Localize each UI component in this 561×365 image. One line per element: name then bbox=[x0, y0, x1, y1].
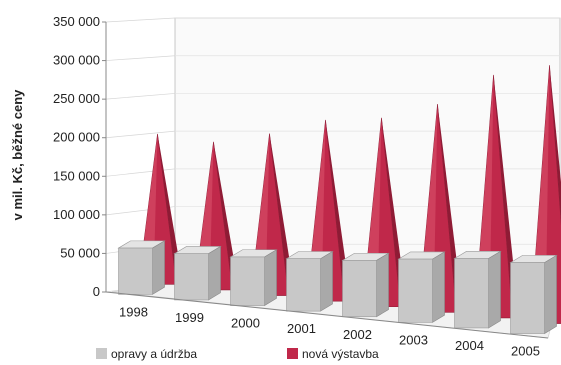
cone-side bbox=[325, 119, 351, 302]
box-side bbox=[432, 251, 445, 323]
x-axis: 1998 1999 2000 2001 2002 2003 2004 2005 bbox=[105, 291, 549, 359]
y-tick-label: 0 bbox=[93, 284, 100, 299]
legend-swatch bbox=[96, 348, 107, 359]
grid-line-side bbox=[105, 17, 176, 23]
box-front bbox=[454, 258, 489, 329]
x-tick-label: 2001 bbox=[287, 321, 316, 336]
legend-label: nová výstavba bbox=[302, 347, 379, 361]
cone-side bbox=[269, 133, 295, 296]
x-tick-label: 2005 bbox=[511, 344, 540, 359]
box-front bbox=[510, 262, 545, 334]
box-side bbox=[152, 240, 165, 295]
legend-label: opravy a údržba bbox=[111, 347, 197, 361]
y-axis-label: v mil. Kč, běžné ceny bbox=[10, 89, 25, 221]
x-tick-label: 1998 bbox=[119, 304, 148, 319]
cone-side bbox=[213, 141, 239, 290]
y-tick-label: 250 000 bbox=[53, 91, 100, 106]
box-front bbox=[398, 258, 433, 323]
x-tick-label: 2003 bbox=[399, 332, 428, 347]
bar-opravy-a-udrzba-2002 bbox=[341, 252, 390, 318]
box-side bbox=[488, 250, 501, 329]
grid-line-side bbox=[105, 130, 176, 139]
y-axis: 350 000 300 000 250 000 200 000 150 000 100 0… bbox=[53, 14, 107, 299]
box-front bbox=[118, 247, 153, 295]
bar-opravy-a-udrzba-2001 bbox=[285, 250, 334, 312]
grid-line-side bbox=[105, 55, 176, 61]
bar-opravy-a-udrzba-1999 bbox=[173, 245, 222, 301]
box-front bbox=[230, 256, 265, 306]
cone-side bbox=[493, 74, 519, 318]
y-tick-label: 150 000 bbox=[53, 168, 100, 183]
box-side bbox=[544, 254, 557, 335]
bar-opravy-a-udrzba-2005 bbox=[509, 254, 558, 335]
chart-bars bbox=[117, 65, 561, 335]
box-front bbox=[286, 258, 321, 312]
bar-opravy-a-udrzba-2004 bbox=[453, 250, 502, 329]
legend-swatch bbox=[287, 348, 298, 359]
x-tick-label: 2004 bbox=[455, 338, 484, 353]
cone-side bbox=[157, 133, 183, 285]
x-tick-label: 2000 bbox=[231, 316, 260, 331]
legend: opravy a údržba nová výstavba bbox=[96, 347, 379, 361]
box-side bbox=[376, 252, 389, 318]
x-axis-line bbox=[105, 291, 549, 339]
bar-opravy-a-udrzba-2000 bbox=[229, 249, 278, 307]
bar-opravy-a-udrzba-2003 bbox=[397, 251, 446, 323]
box-front bbox=[342, 260, 377, 318]
y-tick-label: 200 000 bbox=[53, 130, 100, 145]
bar-opravy-a-udrzba-1998 bbox=[117, 240, 166, 295]
x-tick-label: 2002 bbox=[343, 327, 372, 342]
box-side bbox=[320, 250, 333, 312]
y-tick-label: 100 000 bbox=[53, 207, 100, 222]
grid-line-side bbox=[105, 168, 176, 177]
cone-side bbox=[549, 65, 561, 222]
y-tick-label: 350 000 bbox=[53, 14, 100, 29]
grid-line-side bbox=[105, 93, 176, 100]
box-front bbox=[174, 253, 209, 301]
y-tick-label: 300 000 bbox=[53, 53, 100, 68]
x-tick-label: 1999 bbox=[175, 310, 204, 325]
box-side bbox=[264, 249, 277, 307]
y-tick-label: 50 000 bbox=[60, 245, 100, 260]
box-side bbox=[208, 245, 221, 301]
